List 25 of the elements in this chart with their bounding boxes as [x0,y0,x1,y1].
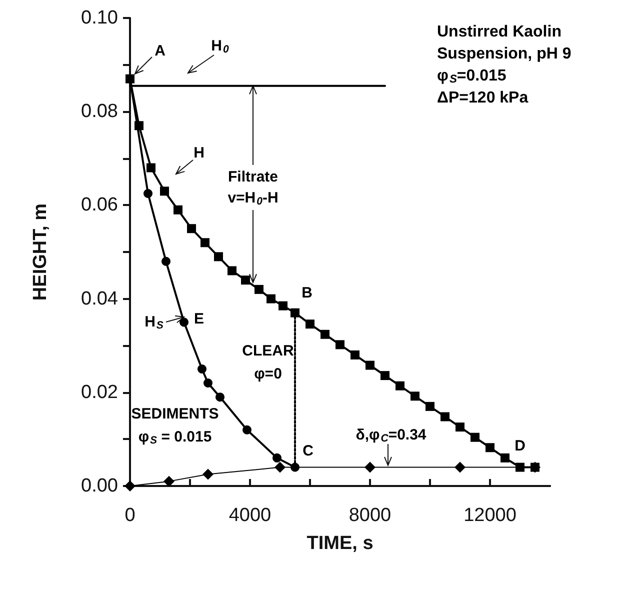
x-tick-label: 12000 [464,505,516,526]
annotation: C [302,442,314,460]
y-tick-label: 0.04 [81,288,118,310]
y-tick-label: 0.00 [81,476,118,496]
y-tick-label: 0.10 [81,8,118,28]
annotation: SEDIMENTS [131,406,219,422]
x-tick-label: 8000 [348,505,392,526]
annotation: Unstirred Kaolin [437,24,562,40]
y-tick-label: 0.02 [81,382,118,403]
annotation: H [194,144,204,162]
annotation: A [154,42,166,60]
y-tick-label: 0.08 [81,101,118,122]
annotation: Suspension, pH 9 [437,46,572,62]
x-axis-title: TIME, s [306,533,374,554]
annotation: φ=0 [254,366,282,382]
y-tick-label: 0.06 [81,194,118,216]
annotation: CLEAR [242,342,294,360]
annotation: B [302,284,313,302]
x-tick-label: 0 [124,505,136,526]
annotation: Filtrate [228,168,278,186]
annotation: E [194,310,204,328]
x-tick-label: 4000 [228,505,272,526]
annotation: ΔP=120 kPa [437,90,528,106]
y-axis-title: HEIGHT, m [30,203,51,301]
annotation: D [514,438,526,454]
